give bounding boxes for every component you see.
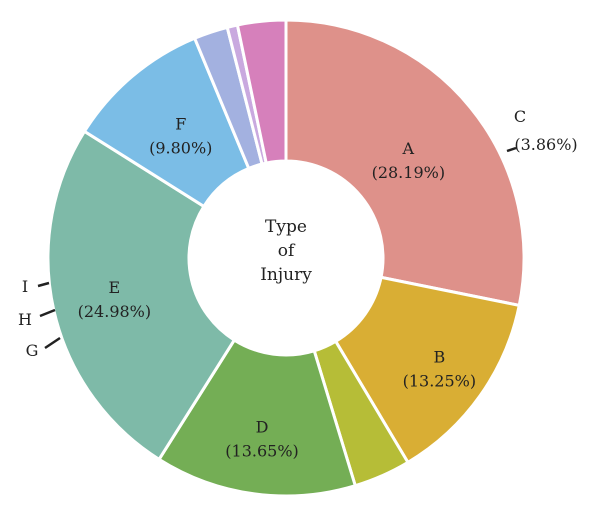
center-label: Type of Injury xyxy=(260,217,312,285)
leader-line-g xyxy=(44,336,61,350)
slice-a xyxy=(284,18,526,308)
leader-lines xyxy=(37,146,517,350)
slice-d xyxy=(157,337,358,498)
slice-label-h: H xyxy=(18,310,32,329)
slice-i xyxy=(235,18,288,165)
donut-slices xyxy=(46,18,526,498)
slice-label-b: B xyxy=(433,348,445,367)
slice-label-d: D xyxy=(256,417,269,436)
slice-percent-f: (9.80%) xyxy=(149,139,212,158)
slice-percent-e: (24.98%) xyxy=(78,302,152,321)
slice-e xyxy=(46,129,237,462)
center-label-line-2: of xyxy=(278,241,296,261)
slice-percent-b: (13.25%) xyxy=(403,372,477,391)
slice-label-a: A xyxy=(402,139,415,158)
leader-line-i xyxy=(37,281,50,288)
slice-label-i: I xyxy=(22,277,28,296)
center-label-line-1: Type xyxy=(265,217,307,237)
slice-label-f: F xyxy=(175,115,186,134)
slice-percent-c: (3.86%) xyxy=(514,135,577,154)
slice-label-c: C xyxy=(514,107,526,126)
slice-percent-d: (13.65%) xyxy=(225,441,299,460)
slice-percent-a: (28.19%) xyxy=(372,163,446,182)
leader-line-h xyxy=(39,308,56,318)
leader-line-c xyxy=(506,146,517,153)
slice-label-g: G xyxy=(26,341,39,360)
slice-labels: A (28.19%) B (13.25%) C (3.86%) D (13.65%) E (24.… xyxy=(18,107,578,460)
center-label-line-3: Injury xyxy=(260,265,312,285)
slice-label-e: E xyxy=(109,278,121,297)
